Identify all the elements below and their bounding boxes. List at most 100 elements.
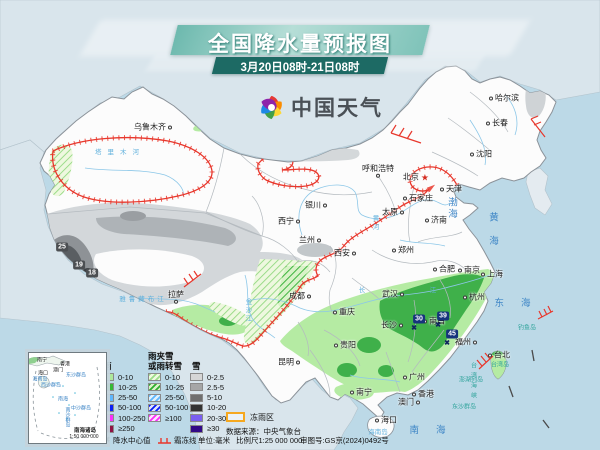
city-dot-icon bbox=[334, 343, 338, 347]
city-name: 重庆 bbox=[339, 307, 355, 317]
legend-value: 25-50 bbox=[118, 393, 138, 403]
city-label: 北京 ★ bbox=[403, 172, 429, 183]
city-dot-icon bbox=[481, 272, 485, 276]
legend-value: ≥100 bbox=[165, 413, 182, 423]
city-name: 杭州 bbox=[469, 292, 485, 302]
geo-label: 东沙群岛 bbox=[451, 404, 477, 411]
city-name: 乌鲁木齐 bbox=[134, 122, 166, 132]
precip-center-value: 19 bbox=[73, 260, 85, 270]
legend-value: 0-10 bbox=[118, 372, 134, 382]
precip-center-value: 30 bbox=[413, 314, 425, 324]
legend-value: 2.5-5 bbox=[207, 382, 225, 392]
legend-value: 10-25 bbox=[165, 382, 185, 392]
south-china-sea-inset: 南宁 香港 澳门 海口 海南岛 东沙群岛 西沙群岛 中沙群岛 南海 南沙群岛 南海诸岛 1:50 … bbox=[28, 352, 107, 444]
city-dot-icon bbox=[400, 210, 404, 214]
legend-rain-title: 雨 bbox=[103, 361, 112, 371]
city-name: 南京 bbox=[464, 265, 480, 275]
legend-snow-title: 雪 bbox=[192, 361, 201, 371]
city-name: 广州 bbox=[409, 372, 425, 382]
frost-line-icon bbox=[158, 438, 171, 444]
forecast-period: 3月20日08时-21日08时 bbox=[240, 62, 360, 74]
city-name: 长春 bbox=[492, 118, 508, 128]
city-label: 上海 bbox=[481, 269, 503, 280]
city-dot-icon bbox=[350, 390, 354, 394]
city-dot-icon bbox=[352, 251, 356, 255]
city-name: 上海 bbox=[487, 269, 503, 279]
city-label: 台北 bbox=[488, 350, 510, 361]
legend-row: 0-10 bbox=[148, 373, 180, 382]
city-dot-icon bbox=[489, 96, 493, 100]
city-name: 南昌 bbox=[429, 316, 445, 326]
legend-value: ≥250 bbox=[118, 424, 135, 433]
city-label: 合肥 bbox=[433, 264, 455, 275]
geo-label: 东海 bbox=[494, 299, 548, 309]
city-label: 昆明 bbox=[278, 357, 300, 368]
city-label: 广州 bbox=[403, 372, 425, 383]
city-name: 太原 bbox=[382, 207, 398, 217]
legend-value: 10-20 bbox=[207, 403, 227, 413]
city-name: 呼和浩特 bbox=[362, 163, 394, 173]
city-dot-icon bbox=[296, 219, 300, 223]
geo-label: 黄海 bbox=[487, 212, 497, 259]
capital-star-icon: ★ bbox=[420, 172, 429, 182]
city-dot-icon bbox=[488, 353, 492, 357]
city-name: 郑州 bbox=[398, 245, 414, 255]
city-name: 拉萨 bbox=[168, 289, 184, 299]
china-weather-logo: 中国天气 bbox=[258, 92, 383, 122]
hainan-island bbox=[367, 415, 395, 438]
legend-row: 100-250 bbox=[101, 414, 146, 423]
geo-label: 黄河 bbox=[371, 215, 378, 232]
legend-sleet-title-2: 或雨转雪 bbox=[148, 361, 183, 371]
legend-swatch bbox=[190, 403, 203, 412]
unit-label: 单位:毫米 bbox=[198, 436, 231, 445]
city-label: 澳门 bbox=[398, 397, 420, 408]
legend-value: 5-10 bbox=[207, 393, 223, 403]
city-dot-icon bbox=[392, 248, 396, 252]
city-label: 太原 bbox=[382, 207, 404, 218]
geo-label: 海南岛 bbox=[368, 429, 388, 436]
map-scale: 比例尺1:25 000 000 bbox=[236, 436, 303, 445]
city-label: 西宁 bbox=[278, 216, 300, 227]
legend-row: 50-100 bbox=[101, 403, 142, 413]
legend-swatch bbox=[148, 373, 161, 381]
city-dot-icon bbox=[375, 418, 379, 422]
legend-value: 50-100 bbox=[118, 403, 142, 413]
legend-swatch bbox=[190, 414, 203, 423]
geo-label: 雅鲁藏布江 bbox=[119, 296, 167, 303]
geo-label: 钓鱼岛 bbox=[517, 325, 537, 332]
city-dot-icon bbox=[412, 392, 416, 396]
city-name: 成都 bbox=[289, 291, 305, 301]
inset-geo-label: 东沙群岛 bbox=[65, 373, 87, 379]
legend-swatch bbox=[148, 403, 161, 412]
city-label: 香港 bbox=[412, 389, 434, 400]
inset-scale: 1:50 000 000 bbox=[69, 434, 99, 440]
inset-geo-label: 南海 bbox=[57, 397, 69, 403]
geo-label: 台湾岛 bbox=[490, 362, 510, 369]
city-dot-icon bbox=[463, 295, 467, 299]
precip-center-value: 18 bbox=[86, 268, 98, 278]
city-label: 长春 bbox=[486, 118, 508, 129]
city-label: 石家庄 bbox=[403, 193, 433, 204]
city-name: 武汉 bbox=[382, 289, 398, 299]
city-dot-icon bbox=[425, 218, 429, 222]
city-label: 天津 bbox=[440, 184, 462, 195]
city-dot-icon bbox=[174, 299, 178, 304]
inset-geo-label: 澳门 bbox=[52, 367, 64, 374]
city-label: 南宁 bbox=[350, 387, 372, 398]
legend-row: ≥30 bbox=[190, 424, 219, 433]
geo-label: 渤海 bbox=[446, 197, 456, 220]
city-label: 武汉 bbox=[382, 289, 404, 300]
city-dot-icon bbox=[317, 238, 321, 242]
city-dot-icon bbox=[307, 294, 311, 298]
city-name: 天津 bbox=[446, 184, 462, 194]
legend-value: 50-100 bbox=[165, 403, 189, 413]
city-name: 西安 bbox=[334, 248, 350, 258]
legend-swatch bbox=[190, 393, 203, 402]
legend-row: 10-20 bbox=[190, 403, 227, 413]
approval-number: 审图号:GS京(2024)0492号 bbox=[300, 436, 389, 445]
legend-swatch bbox=[190, 373, 203, 381]
legend-row: ≥100 bbox=[148, 413, 182, 423]
data-source: 数据来源：中央气象台 bbox=[226, 427, 301, 436]
geo-label: 澎湖列岛 bbox=[458, 377, 484, 384]
city-name: 贵阳 bbox=[340, 340, 356, 350]
